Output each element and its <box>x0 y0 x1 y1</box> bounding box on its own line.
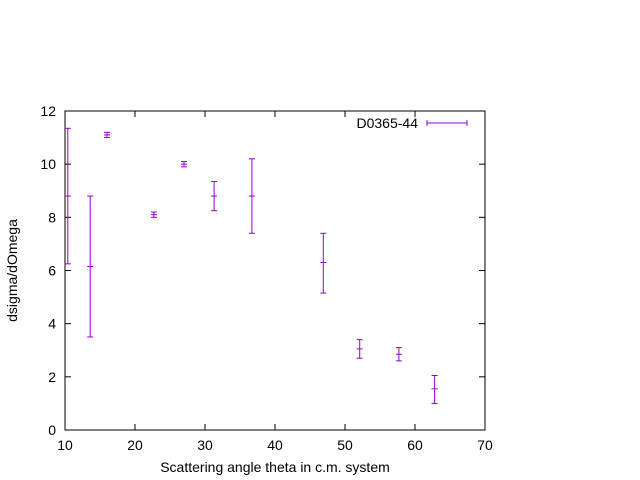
legend-label: D0365-44 <box>357 115 419 131</box>
data-point <box>87 195 94 338</box>
y-tick-label: 6 <box>48 263 56 279</box>
data-point <box>64 127 71 265</box>
data-point <box>431 375 438 404</box>
x-tick-label: 10 <box>57 437 73 453</box>
legend: D0365-44 <box>357 115 468 131</box>
data-point <box>395 347 402 362</box>
tick-labels: 10 20 30 40 50 60 70 0 2 4 6 8 10 12 <box>40 103 493 453</box>
data-point <box>104 131 110 139</box>
plot-frame <box>64 110 486 431</box>
x-axis-label: Scattering angle theta in c.m. system <box>160 459 390 475</box>
x-tick-label: 50 <box>337 437 353 453</box>
y-tick-label: 0 <box>48 422 56 438</box>
data-point <box>356 339 363 359</box>
y-tick-label: 10 <box>40 156 56 172</box>
x-tick-label: 60 <box>407 437 423 453</box>
x-tick-label: 30 <box>197 437 213 453</box>
y-tick-label: 4 <box>48 316 56 332</box>
x-tick-label: 40 <box>267 437 283 453</box>
y-tick-label: 2 <box>48 369 56 385</box>
axes <box>64 110 486 431</box>
data-point <box>211 180 218 212</box>
x-tick-label: 20 <box>127 437 143 453</box>
data-point <box>181 161 187 168</box>
data-marks <box>64 127 438 404</box>
data-point <box>248 158 255 234</box>
y-tick-label: 12 <box>40 103 56 119</box>
data-point <box>320 232 327 294</box>
y-tick-label: 8 <box>48 209 56 225</box>
data-point <box>150 211 157 218</box>
y-axis-label: dsigma/dOmega <box>4 219 20 322</box>
x-tick-label: 70 <box>477 437 493 453</box>
